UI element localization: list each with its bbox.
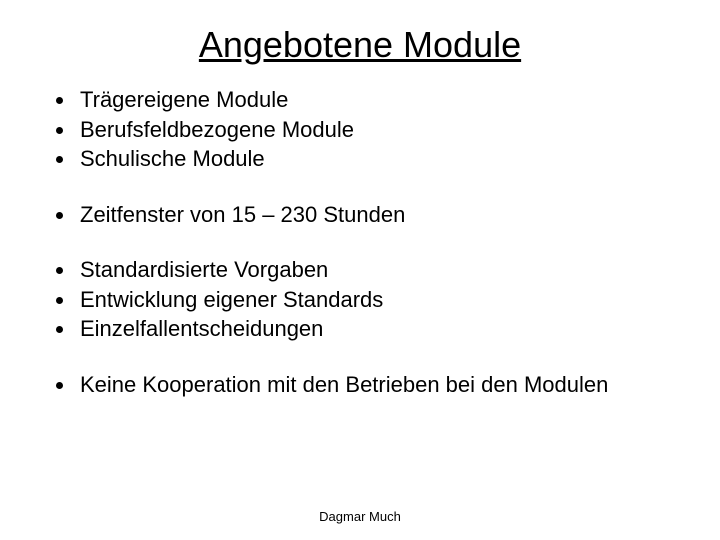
slide-title: Angebotene Module bbox=[30, 24, 690, 66]
list-item: Einzelfallentscheidungen bbox=[76, 315, 690, 343]
bullet-group-4: Keine Kooperation mit den Betrieben bei … bbox=[30, 371, 690, 399]
bullet-group-3: Standardisierte Vorgaben Entwicklung eig… bbox=[30, 256, 690, 343]
list-item: Keine Kooperation mit den Betrieben bei … bbox=[76, 371, 690, 399]
slide: Angebotene Module Trägereigene Module Be… bbox=[0, 0, 720, 540]
list-item: Berufsfeldbezogene Module bbox=[76, 116, 690, 144]
list-item: Entwicklung eigener Standards bbox=[76, 286, 690, 314]
slide-footer: Dagmar Much bbox=[30, 509, 690, 530]
list-item: Standardisierte Vorgaben bbox=[76, 256, 690, 284]
list-item: Trägereigene Module bbox=[76, 86, 690, 114]
list-item: Schulische Module bbox=[76, 145, 690, 173]
bullet-group-1: Trägereigene Module Berufsfeldbezogene M… bbox=[30, 86, 690, 173]
slide-body: Trägereigene Module Berufsfeldbezogene M… bbox=[30, 84, 690, 509]
list-item: Zeitfenster von 15 – 230 Stunden bbox=[76, 201, 690, 229]
bullet-group-2: Zeitfenster von 15 – 230 Stunden bbox=[30, 201, 690, 229]
